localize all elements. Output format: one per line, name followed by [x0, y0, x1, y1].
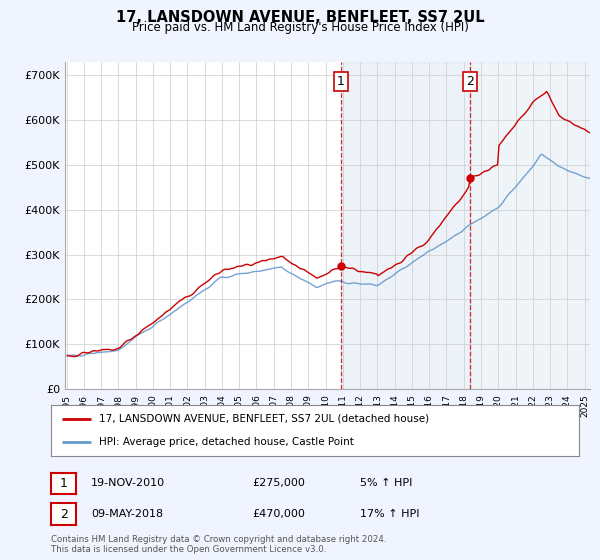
Bar — [341, 62, 470, 389]
Text: HPI: Average price, detached house, Castle Point: HPI: Average price, detached house, Cast… — [98, 437, 353, 447]
Bar — [470, 62, 590, 389]
Text: 09-MAY-2018: 09-MAY-2018 — [91, 509, 163, 519]
Text: 2: 2 — [466, 75, 474, 88]
Text: Price paid vs. HM Land Registry's House Price Index (HPI): Price paid vs. HM Land Registry's House … — [131, 21, 469, 34]
Text: 19-NOV-2010: 19-NOV-2010 — [91, 478, 166, 488]
Text: 2: 2 — [59, 507, 68, 521]
Text: 17, LANSDOWN AVENUE, BENFLEET, SS7 2UL: 17, LANSDOWN AVENUE, BENFLEET, SS7 2UL — [116, 10, 484, 25]
Text: Contains HM Land Registry data © Crown copyright and database right 2024.
This d: Contains HM Land Registry data © Crown c… — [51, 535, 386, 554]
Text: 1: 1 — [59, 477, 68, 490]
Text: 1: 1 — [337, 75, 344, 88]
Text: £275,000: £275,000 — [252, 478, 305, 488]
Text: 5% ↑ HPI: 5% ↑ HPI — [360, 478, 412, 488]
Text: 17% ↑ HPI: 17% ↑ HPI — [360, 509, 419, 519]
Text: £470,000: £470,000 — [252, 509, 305, 519]
Text: 17, LANSDOWN AVENUE, BENFLEET, SS7 2UL (detached house): 17, LANSDOWN AVENUE, BENFLEET, SS7 2UL (… — [98, 414, 428, 424]
